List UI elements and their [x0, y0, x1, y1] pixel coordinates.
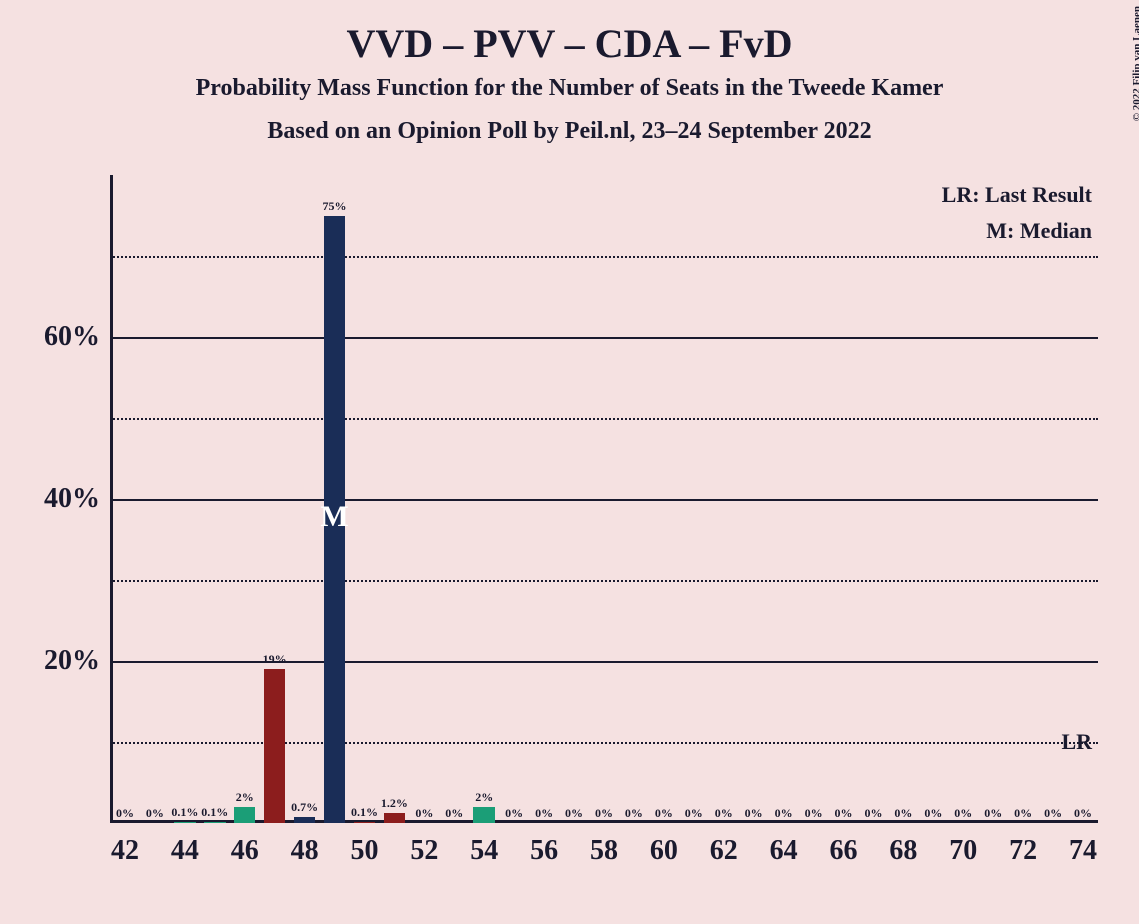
- chart-title: VVD – PVV – CDA – FvD: [0, 20, 1139, 67]
- bar-value-label: 0.1%: [171, 805, 198, 822]
- x-tick-label: 68: [889, 823, 917, 867]
- bar-value-label: 0%: [415, 806, 433, 823]
- median-marker: M: [320, 500, 348, 534]
- bar-value-label: 0%: [954, 806, 972, 823]
- x-tick-label: 74: [1069, 823, 1097, 867]
- bar-value-label: 0.7%: [291, 800, 318, 817]
- bar-value-label: 0%: [595, 806, 613, 823]
- bar-value-label: 0%: [715, 806, 733, 823]
- y-tick-label: 20%: [44, 645, 110, 677]
- chart-subtitle-2: Based on an Opinion Poll by Peil.nl, 23–…: [0, 118, 1139, 145]
- x-tick-label: 70: [949, 823, 977, 867]
- x-tick-label: 62: [710, 823, 738, 867]
- y-axis: [110, 175, 113, 823]
- bar-value-label: 0%: [565, 806, 583, 823]
- legend-median: M: Median: [986, 218, 1092, 244]
- bar-value-label: 0%: [116, 806, 134, 823]
- bar-value-label: 0%: [835, 806, 853, 823]
- x-tick-label: 50: [350, 823, 378, 867]
- bar-value-label: 0.1%: [201, 805, 228, 822]
- grid-minor: [110, 256, 1098, 258]
- bar-value-label: 19%: [263, 652, 287, 669]
- x-tick-label: 56: [530, 823, 558, 867]
- bar-value-label: 0%: [1044, 806, 1062, 823]
- bar-value-label: 0%: [535, 806, 553, 823]
- grid-major: [110, 499, 1098, 501]
- x-tick-label: 72: [1009, 823, 1037, 867]
- grid-major: [110, 661, 1098, 663]
- bar: 0.7%: [294, 817, 316, 823]
- chart-plot-area: 20%40%60%4244464850525456586062646668707…: [110, 175, 1098, 823]
- bar-value-label: 0%: [685, 806, 703, 823]
- x-tick-label: 64: [770, 823, 798, 867]
- bar-value-label: 0%: [775, 806, 793, 823]
- x-tick-label: 60: [650, 823, 678, 867]
- bar-value-label: 0%: [984, 806, 1002, 823]
- y-tick-label: 40%: [44, 483, 110, 515]
- bar-value-label: 0%: [146, 806, 164, 823]
- bar-value-label: 0%: [924, 806, 942, 823]
- bar-value-label: 0%: [805, 806, 823, 823]
- bar-value-label: 75%: [323, 199, 347, 216]
- x-tick-label: 46: [231, 823, 259, 867]
- bar: 2%: [473, 807, 495, 823]
- bar: 1.2%: [384, 813, 406, 823]
- grid-minor: [110, 580, 1098, 582]
- bar-value-label: 0.1%: [351, 805, 378, 822]
- x-tick-label: 48: [291, 823, 319, 867]
- x-tick-label: 42: [111, 823, 139, 867]
- grid-minor: [110, 418, 1098, 420]
- bar: 0.1%: [204, 822, 226, 823]
- bar-value-label: 0%: [1074, 806, 1092, 823]
- bar: 0.1%: [354, 822, 376, 823]
- bar-value-label: 0%: [445, 806, 463, 823]
- lr-marker: LR: [1061, 729, 1092, 755]
- grid-minor: [110, 742, 1098, 744]
- bar-value-label: 0%: [864, 806, 882, 823]
- bar: 75%M: [324, 216, 346, 824]
- bar-value-label: 1.2%: [381, 796, 408, 813]
- grid-major: [110, 337, 1098, 339]
- copyright-text: © 2022 Filip van Laenen: [1131, 6, 1139, 121]
- bar: 19%: [264, 669, 286, 823]
- bar-value-label: 0%: [894, 806, 912, 823]
- bar-value-label: 2%: [475, 790, 493, 807]
- bar-value-label: 0%: [745, 806, 763, 823]
- x-tick-label: 58: [590, 823, 618, 867]
- bar-value-label: 0%: [1014, 806, 1032, 823]
- y-tick-label: 60%: [44, 321, 110, 353]
- bar: 0.1%: [174, 822, 196, 823]
- bar: 2%: [234, 807, 256, 823]
- bar-value-label: 0%: [505, 806, 523, 823]
- x-tick-label: 52: [410, 823, 438, 867]
- x-tick-label: 44: [171, 823, 199, 867]
- bar-value-label: 0%: [625, 806, 643, 823]
- x-tick-label: 66: [830, 823, 858, 867]
- legend-last-result: LR: Last Result: [942, 182, 1092, 208]
- chart-subtitle-1: Probability Mass Function for the Number…: [0, 75, 1139, 102]
- x-tick-label: 54: [470, 823, 498, 867]
- bar-value-label: 0%: [655, 806, 673, 823]
- bar-value-label: 2%: [236, 790, 254, 807]
